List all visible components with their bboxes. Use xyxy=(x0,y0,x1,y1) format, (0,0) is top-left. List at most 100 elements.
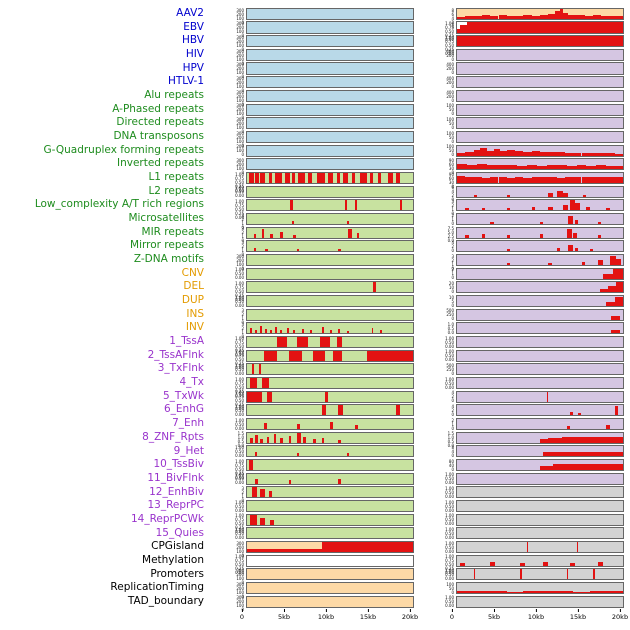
track-panel-right xyxy=(456,499,624,513)
y-tick-label: 0.0 xyxy=(447,238,454,244)
y-tick-label: 500 xyxy=(446,362,454,368)
data-bar xyxy=(298,172,306,183)
data-bar xyxy=(616,258,622,265)
track-panel-right xyxy=(456,568,624,581)
y-axis-ticks-right: 1.00 0.75 0.50 0.25 0.00 xyxy=(414,554,456,575)
y-tick-label: 300 xyxy=(236,540,244,546)
data-bar xyxy=(606,301,615,306)
data-bar xyxy=(598,234,602,238)
track-panel-right xyxy=(456,472,624,485)
data-bar xyxy=(288,479,291,484)
data-bar xyxy=(465,15,474,19)
y-tick-label: 0.00 xyxy=(445,480,454,486)
row-label: Inverted repeats xyxy=(116,157,204,170)
row-label: INV xyxy=(185,321,204,334)
y-tick-label: 2.5 xyxy=(447,234,454,240)
data-bar xyxy=(260,172,266,183)
data-bar xyxy=(584,15,594,19)
track-panel-right xyxy=(456,62,624,75)
data-bar xyxy=(253,233,257,238)
data-bar xyxy=(399,200,403,211)
data-bar xyxy=(354,425,359,430)
y-tick-label: 200 xyxy=(236,585,244,591)
track-panel-left xyxy=(246,281,414,294)
y-tick-label: 200 xyxy=(446,52,454,58)
track-panel-right xyxy=(456,281,624,294)
y-tick-label: 100 xyxy=(236,138,244,144)
row-label: 10_TssBiv xyxy=(153,458,204,471)
y-tick-label: 0 xyxy=(451,152,454,158)
data-bar xyxy=(616,16,623,19)
y-tick-label: 400 xyxy=(446,89,454,95)
track-panel-left xyxy=(246,568,414,581)
data-bar xyxy=(371,328,374,334)
data-bar xyxy=(609,15,617,19)
data-bar xyxy=(611,330,620,334)
y-tick-label: 0.50 xyxy=(445,380,454,386)
data-bar xyxy=(338,405,344,416)
y-tick-label: 1.00 xyxy=(235,171,244,177)
y-tick-label: 300 xyxy=(236,581,244,587)
y-axis-ticks-left: 300 200 100 0 xyxy=(208,34,246,51)
data-bar xyxy=(251,487,257,498)
y-axis-ticks-right: 400 200 0 xyxy=(414,89,456,103)
data-bar xyxy=(248,172,254,183)
y-axis-ticks-right: 1.00 0.50 0.00 xyxy=(414,335,456,349)
data-bar xyxy=(473,16,482,19)
y-tick-label: 0.00 xyxy=(445,576,454,582)
row-label: 6_EnhG xyxy=(163,403,204,416)
data-bar xyxy=(263,422,267,430)
y-tick-label: 0 xyxy=(451,247,454,253)
track-panel-left xyxy=(246,267,414,280)
y-tick-label: 1.00 xyxy=(235,335,244,341)
data-bar xyxy=(540,234,544,238)
track-panel-left xyxy=(246,582,414,595)
data-bar xyxy=(581,176,590,183)
y-tick-label: 1.00 xyxy=(445,554,454,560)
y-axis-ticks-right: 90 60 30 0 xyxy=(414,171,456,188)
row-label: 8_ZNF_Rpts xyxy=(142,430,204,443)
y-tick-label: 1.00 xyxy=(235,472,244,478)
data-bar xyxy=(303,436,306,443)
y-axis-ticks-left: 1.00 0.75 0.50 0.25 0.00 xyxy=(208,376,246,397)
y-tick-label: 1.0 xyxy=(447,321,454,327)
y-tick-label: 0.75 xyxy=(235,394,244,400)
data-bar xyxy=(388,172,394,183)
y-tick-label: 1.00 xyxy=(235,362,244,368)
y-axis-ticks-right: 500 250 0 xyxy=(414,308,456,322)
data-bar xyxy=(523,15,532,19)
track-panel-right xyxy=(456,308,624,321)
y-tick-label: 0.00 xyxy=(235,187,244,193)
y-tick-label: 100 xyxy=(236,83,244,89)
y-axis-ticks-left: 1.00 0.75 0.50 0.25 0.00 xyxy=(208,198,246,219)
track-row: 6_EnhG 1.00 0.50 0.00 4 2 0 xyxy=(2,403,630,417)
y-tick-label: 1.00 xyxy=(445,21,454,27)
y-axis-ticks-left: 1.00 0.50 0.00 xyxy=(208,472,246,486)
track-row: Alu repeats 300 200 100 0 400 200 0 xyxy=(2,89,630,106)
data-bar xyxy=(556,191,564,197)
data-bar xyxy=(288,350,302,361)
y-axis-ticks-left: 1.00 0.50 0.00 xyxy=(208,294,246,308)
data-bar xyxy=(531,15,540,19)
y-axis-ticks-right: 1.00 0.50 0.00 xyxy=(414,499,456,513)
data-bar xyxy=(321,437,325,443)
data-bar xyxy=(506,249,511,252)
y-tick-label: 50 xyxy=(448,107,454,113)
data-bar xyxy=(563,193,569,197)
y-tick-label: 40 xyxy=(448,462,454,468)
data-bar xyxy=(554,10,560,19)
data-bar xyxy=(556,151,565,156)
row-label: 2_TssAFlnk xyxy=(147,348,204,361)
x-tick-mark xyxy=(283,608,285,612)
track-row: L2 repeats 1.00 0.50 0.00 6 4 2 0 xyxy=(2,185,630,202)
y-axis-ticks-left: 1.00 0.50 0.00 xyxy=(208,362,246,376)
y-tick-label: 300 xyxy=(236,568,244,574)
y-axis-ticks-right: 80 40 0 xyxy=(414,458,456,472)
track-panel-right xyxy=(456,363,624,376)
y-tick-label: 0.50 xyxy=(235,357,244,363)
track-row: DNA transposons 300 200 100 0 100 50 0 xyxy=(2,130,630,147)
y-tick-label: 0.50 xyxy=(445,572,454,578)
track-row: HTLV-1 300 200 100 0 400 200 0 xyxy=(2,75,630,92)
